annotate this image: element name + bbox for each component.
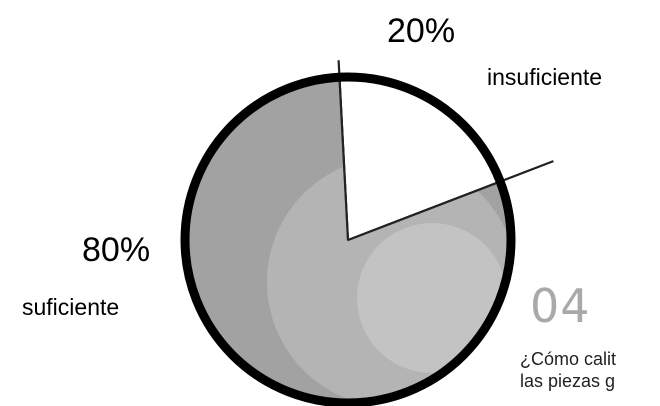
pie-outline [180,72,516,406]
slice-value-label-insuficiente: 20% [387,12,456,50]
question-text: ¿Cómo calit las piezas g [520,348,616,392]
question-line-2: las piezas g [520,371,616,391]
section-number: 04 [530,279,591,333]
slice-category-label-insuficiente: insuficiente [487,64,603,90]
highlight-small [357,223,507,373]
slice-value-label-suficiente: 80% [82,231,151,269]
leader-lines [337,60,554,242]
highlight-large [267,157,511,403]
slice-category-label-suficiente: suficiente [22,294,120,320]
question-line-1: ¿Cómo calit [520,349,617,369]
leader-line-2 [347,160,554,242]
pie-highlight-overlay [267,157,511,403]
leader-line-1 [337,60,350,241]
